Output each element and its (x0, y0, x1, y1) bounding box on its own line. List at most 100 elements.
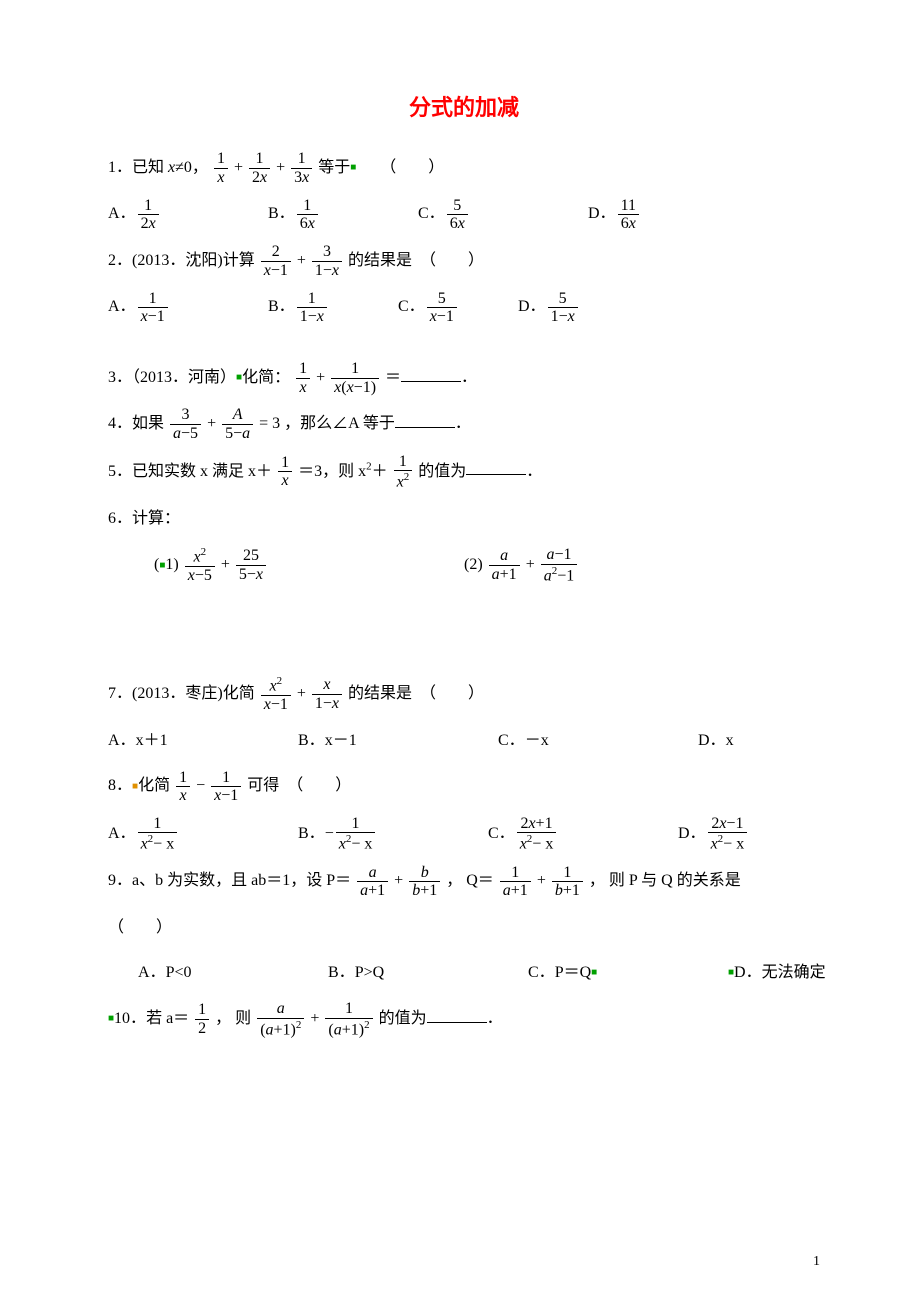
q9-paren-line: （ ） (108, 910, 820, 945)
q5-text-a: 已知实数 (132, 462, 200, 479)
q8-opt-b[interactable]: B．−1x2− x (298, 815, 488, 854)
q6-parts: (■1) x2x−5 + 255−x (2) aa+1 + a−1a2−1 (108, 546, 820, 585)
question-9: 9．a、b 为实数，且 ab＝1，设 P＝ aa+1 + bb+1 ， Q＝ 1… (108, 863, 820, 899)
plus-icon: + (394, 872, 403, 889)
question-7: 7．(2013．枣庄)化简 x2x−1 + x1−x 的结果是 （ ） (108, 675, 820, 714)
q1-opt-a[interactable]: A．12x (108, 196, 268, 232)
q1-opt-d[interactable]: D．116x (588, 196, 641, 232)
q1-frac2: 12x (249, 150, 270, 186)
q3-text-a: 化简： (242, 369, 290, 386)
q8-num: 8． (108, 777, 132, 794)
page-title: 分式的加减 (108, 90, 820, 122)
q10-frac2: 1(a+1)2 (325, 1000, 372, 1039)
plus-icon: + (297, 685, 306, 702)
q2-frac1: 2x−1 (261, 243, 291, 279)
q7-src: (2013．枣庄) (132, 685, 223, 702)
q2-opt-b[interactable]: B．11−x (268, 289, 398, 325)
q4-text-b: ，那么∠A 等于 (284, 415, 395, 432)
blank-input[interactable] (395, 411, 455, 428)
q1-frac3: 13x (291, 150, 312, 186)
q10-frac0: 12 (195, 1001, 209, 1037)
q9-options: A．P<0 B．P>Q C．P＝Q■ ■D．无法确定 (108, 955, 820, 990)
q10-num: 10． (114, 1010, 146, 1027)
q8-opt-d[interactable]: D．2x−1x2− x (678, 815, 749, 854)
q9-opt-c[interactable]: C．P＝Q■ (528, 955, 728, 990)
q1-text-c: 等于 (318, 159, 350, 176)
q5-end: ． (526, 462, 542, 479)
q3-frac2: 1x(x−1) (331, 360, 379, 396)
q7-text-a: 化简 (223, 685, 255, 702)
q8-opt-c[interactable]: C．2x+1x2− x (488, 815, 678, 854)
q9-opt-a[interactable]: A．P<0 (138, 955, 328, 990)
q2-text-a: 计算 (223, 252, 255, 269)
q9-text-b: ， Q＝ (446, 872, 494, 889)
question-2: 2．(2013．沈阳)计算 2x−1 + 31−x 的结果是 （ ） (108, 243, 820, 279)
q9-frac2: bb+1 (409, 864, 440, 900)
plus-icon: + (310, 1010, 319, 1027)
q6-2-frac1: aa+1 (489, 547, 520, 583)
q1-opt-b[interactable]: B．16x (268, 196, 418, 232)
q7-num: 7． (108, 685, 132, 702)
q7-opt-c[interactable]: C．－x (498, 723, 698, 758)
q9-opt-d[interactable]: ■D．无法确定 (728, 955, 826, 990)
q4-frac2: A5−a (222, 406, 253, 442)
q10-end: ． (487, 1010, 503, 1027)
q3-eq: ＝ (385, 369, 401, 386)
q7-opt-a[interactable]: A．x＋1 (108, 723, 298, 758)
q9-frac3: 1a+1 (500, 864, 531, 900)
q2-src: (2013．沈阳) (132, 252, 223, 269)
plus-icon: + (234, 159, 243, 176)
minus-icon: − (196, 777, 205, 794)
q6-part-2: (2) aa+1 + a−1a2−1 (464, 546, 579, 585)
page-number: 1 (813, 1254, 820, 1270)
q2-opt-c[interactable]: C．5x−1 (398, 289, 518, 325)
q3-frac1: 1x (296, 360, 310, 396)
blank-input[interactable] (427, 1006, 487, 1023)
q8-opt-a[interactable]: A．1x2− x (108, 815, 298, 854)
q4-end: ． (455, 415, 471, 432)
q1-paren: （ ） (388, 159, 444, 176)
q5-frac1: 1x (278, 454, 292, 490)
q2-text-b: 的结果是 (348, 252, 412, 269)
q3-src: （2013．河南） (132, 369, 236, 386)
q5-text-b: 满足 (208, 462, 248, 479)
plus-icon: + (276, 159, 285, 176)
q7-frac1: x2x−1 (261, 675, 291, 714)
q1-text-a: 已知 (132, 159, 168, 176)
question-1: 1．已知 x≠0， 1x + 12x + 13x 等于■ （ ） (108, 150, 820, 186)
q8-options: A．1x2− x B．−1x2− x C．2x+1x2− x D．2x−1x2−… (108, 815, 820, 854)
q6-text: 计算： (132, 510, 180, 527)
q5-text-d: 的值为 (418, 462, 466, 479)
plus-icon: + (316, 369, 325, 386)
q7-opt-b[interactable]: B．x－1 (298, 723, 498, 758)
plus-icon: + (526, 556, 535, 573)
q9-opt-b[interactable]: B．P>Q (328, 955, 528, 990)
q4-num: 4． (108, 415, 132, 432)
q8-text-b: 可得 (247, 777, 279, 794)
q3-end: ． (461, 369, 477, 386)
q8-paren: （ ） (295, 777, 351, 794)
q7-opt-d[interactable]: D．x (698, 723, 734, 758)
q9-frac4: 1b+1 (552, 864, 583, 900)
q7-frac2: x1−x (312, 676, 342, 712)
page: 分式的加减 1．已知 x≠0， 1x + 12x + 13x 等于■ （ ） A… (0, 0, 920, 1300)
q9-frac1: aa+1 (357, 864, 388, 900)
question-6: 6．计算： (108, 501, 820, 536)
q6-1-frac1: x2x−5 (185, 546, 215, 585)
q3-num: 3． (108, 369, 132, 386)
q2-opt-d[interactable]: D．51−x (518, 289, 580, 325)
q4-text-a: 如果 (132, 415, 164, 432)
q6-num: 6． (108, 510, 132, 527)
question-8: 8．■化简 1x − 1x−1 可得 （ ） (108, 768, 820, 804)
q10-text-c: 的值为 (379, 1010, 427, 1027)
question-4: 4．如果 3a−5 + A5−a = 3 ，那么∠A 等于． (108, 406, 820, 442)
plus-icon: + (537, 872, 546, 889)
q2-opt-a[interactable]: A．1x−1 (108, 289, 268, 325)
blank-input[interactable] (401, 365, 461, 382)
q1-options: A．12x B．16x C．56x D．116x (108, 196, 820, 232)
q2-num: 2． (108, 252, 132, 269)
q1-opt-c[interactable]: C．56x (418, 196, 588, 232)
blank-input[interactable] (466, 458, 526, 475)
plus-icon: + (207, 415, 216, 432)
question-3: 3．（2013．河南）■化简： 1x + 1x(x−1) ＝． (108, 360, 820, 396)
